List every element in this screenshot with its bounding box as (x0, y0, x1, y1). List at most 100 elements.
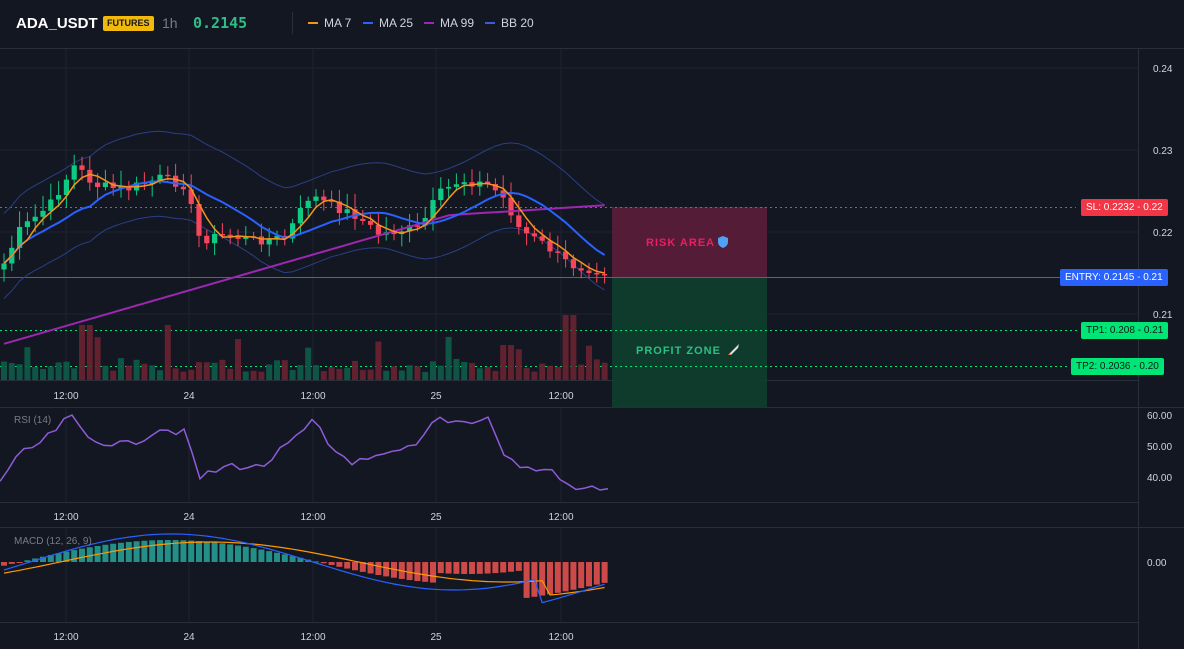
time-tick: 12:00 (300, 512, 325, 523)
rsi-tick: 50.00 (1147, 442, 1172, 453)
volume-bar (266, 364, 273, 380)
candle-body (321, 196, 327, 201)
macd-histogram-bar (593, 562, 600, 585)
candle-body (578, 268, 584, 271)
volume-bar (79, 325, 85, 380)
macd-histogram-bar (40, 556, 46, 562)
volume-bar (484, 366, 491, 380)
legend-ma7[interactable]: MA 7 (308, 16, 351, 30)
volume-bar (570, 315, 577, 380)
macd-histogram-bar (476, 562, 483, 574)
volume-bar (578, 364, 585, 380)
profit-zone-label: PROFIT ZONE (636, 345, 721, 357)
candle-body (547, 240, 553, 252)
macd-histogram-bar (203, 541, 210, 562)
macd-histogram-bar (375, 562, 382, 575)
timeframe-selector[interactable]: 1h (162, 15, 178, 31)
macd-histogram-bar (367, 562, 374, 574)
macd-histogram-bar (422, 562, 429, 582)
time-tick: 12:00 (300, 632, 325, 643)
bollinger-upper (3, 130, 605, 214)
macd-histogram-bar (219, 543, 226, 562)
tp2-price-tag[interactable]: TP2: 0.2036 - 0.20 (1071, 358, 1164, 375)
candle-body (446, 186, 452, 189)
macd-histogram-bar (492, 562, 499, 574)
legend-ma25[interactable]: MA 25 (363, 16, 413, 30)
profit-zone[interactable] (612, 278, 767, 407)
volume-bar (196, 362, 202, 380)
volume-bar (313, 365, 319, 380)
volume-bar (523, 367, 530, 380)
legend-bb20[interactable]: BB 20 (485, 16, 534, 30)
legend-ma99[interactable]: MA 99 (424, 16, 474, 30)
candle-body (524, 227, 530, 234)
macd-histogram-bar (484, 562, 491, 574)
price-axis[interactable]: 0.24 0.23 0.22 0.21 (1153, 64, 1173, 321)
candle-body (602, 273, 608, 276)
shield-icon (718, 236, 728, 248)
legend-ma25-swatch (363, 21, 373, 24)
volume-bar (508, 345, 514, 380)
macd-histogram-bar (266, 551, 273, 562)
macd-histogram-bar (227, 544, 234, 562)
volume-bar (289, 369, 296, 380)
symbol-name[interactable]: ADA_USDT (16, 15, 98, 32)
volume-bar (375, 341, 382, 380)
time-tick: 12:00 (53, 391, 78, 402)
macd-histogram-bar (554, 562, 561, 593)
price-tick: 0.21 (1153, 310, 1173, 321)
tp1-price-tag[interactable]: TP1: 0.208 - 0.21 (1081, 322, 1169, 339)
macd-histogram-bar (24, 560, 31, 562)
macd-histogram-bar (141, 540, 148, 562)
macd-histogram-bar (515, 562, 522, 571)
volume-bars (1, 315, 608, 380)
macd-histogram-bar (578, 562, 585, 589)
candle-body (290, 223, 296, 239)
volume-bar (8, 363, 15, 380)
candle-body (63, 179, 69, 196)
macd-histogram-bar (352, 562, 358, 571)
price-tick: 0.23 (1153, 146, 1173, 157)
risk-area-zone[interactable] (612, 207, 767, 278)
macd-histogram-bar (539, 562, 546, 596)
macd-histogram-bar (430, 562, 436, 583)
time-tick: 25 (430, 512, 442, 523)
entry-tag-text: ENTRY: 0.2145 (1065, 272, 1135, 283)
candle-body (360, 218, 366, 221)
price-tick: 0.22 (1153, 228, 1173, 239)
volume-bar (164, 324, 171, 380)
macd-histogram-bar (180, 540, 187, 562)
bollinger-lower (3, 215, 605, 299)
volume-bar (281, 360, 288, 380)
macd-histogram-bar (437, 562, 444, 574)
candle-body (173, 175, 179, 187)
volume-bar (219, 359, 226, 380)
entry-price-tag[interactable]: ENTRY: 0.2145 - 0.21 (1060, 269, 1168, 286)
macd-histogram-bar (1, 562, 7, 566)
volume-bar (297, 365, 304, 380)
macd-histogram-bar (125, 541, 132, 562)
macd-histogram-bar (188, 540, 195, 562)
candle-body (563, 251, 569, 260)
macd-histogram-bar (547, 562, 553, 595)
bollinger-bands (3, 130, 605, 299)
rsi-tick: 60.00 (1147, 411, 1172, 422)
legend-bb20-label: BB 20 (501, 16, 534, 30)
risk-area-label: RISK AREA (646, 237, 715, 249)
candle-body (297, 208, 303, 224)
candle-body (352, 209, 358, 219)
macd-histogram-bar (500, 562, 507, 573)
candle-body (305, 200, 311, 209)
candle-body (188, 189, 194, 204)
time-tick: 25 (430, 391, 442, 402)
volume-bar (461, 361, 468, 380)
ma99-line (3, 204, 605, 345)
macd-histogram-bar (383, 562, 390, 577)
volume-bar (437, 365, 444, 380)
macd-histogram-bar (71, 550, 78, 562)
candle-body (157, 174, 163, 181)
candle-body (126, 186, 132, 191)
sl-price-tag[interactable]: SL: 0.2232 - 0.22 (1081, 199, 1168, 216)
macd-histogram-bar (328, 562, 335, 566)
